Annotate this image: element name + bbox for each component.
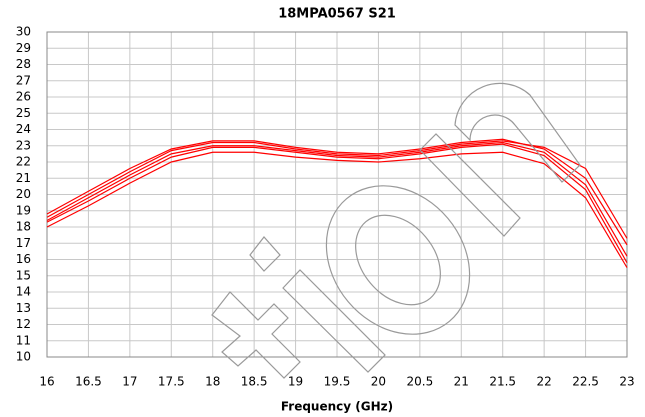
- x-tick-label: 17: [122, 375, 137, 389]
- y-tick-label: 28: [16, 57, 31, 71]
- y-tick-label: 15: [16, 268, 31, 282]
- page: 18MPA0567 S21 Frequency (GHz) 10 11 12 13 14…: [0, 0, 645, 417]
- x-axis-label: Frequency (GHz): [281, 400, 393, 414]
- x-tick-label: 21: [454, 375, 469, 389]
- x-tick-label: 18.5: [241, 375, 268, 389]
- watermark: [212, 83, 580, 378]
- x-tick-label: 20.5: [406, 375, 433, 389]
- watermark-shape: [212, 292, 300, 378]
- y-tick-label: 11: [16, 333, 31, 347]
- y-tick-label: 17: [16, 236, 31, 250]
- x-tick-label: 19: [288, 375, 303, 389]
- x-tick-label: 22.5: [572, 375, 599, 389]
- x-tick-label: 16: [39, 375, 54, 389]
- y-tick-label: 21: [16, 171, 31, 185]
- y-tick-label: 29: [16, 41, 31, 55]
- watermark-shape: [455, 83, 580, 182]
- y-tick-label: 12: [16, 317, 31, 331]
- y-tick-label: 20: [16, 187, 31, 201]
- y-tick-label: 10: [16, 350, 31, 364]
- y-tick-label: 18: [16, 220, 31, 234]
- y-tick-label: 13: [16, 301, 31, 315]
- y-tick-label: 24: [16, 122, 31, 136]
- x-tick-label: 16.5: [75, 375, 102, 389]
- x-tick-label: 18: [205, 375, 220, 389]
- y-tick-label: 26: [16, 90, 31, 104]
- x-tick-label: 17.5: [158, 375, 185, 389]
- x-tick-label: 22: [537, 375, 552, 389]
- y-tick-label: 30: [16, 25, 31, 39]
- x-tick-label: 23: [619, 375, 634, 389]
- chart: 18MPA0567 S21 Frequency (GHz) 10 11 12 13 14…: [0, 0, 645, 417]
- y-tick-label: 19: [16, 203, 31, 217]
- y-tick-label: 27: [16, 73, 31, 87]
- y-tick-label: 16: [16, 252, 31, 266]
- y-tick-label: 25: [16, 106, 31, 120]
- y-tick-label: 22: [16, 155, 31, 169]
- y-tick-label: 14: [16, 285, 31, 299]
- x-tick-label: 19.5: [324, 375, 351, 389]
- plot-area: 10 11 12 13 14 15 16 17 18 19 20 21 22 23 24 25 26 27 28 29…: [16, 25, 635, 389]
- y-tick-label: 23: [16, 138, 31, 152]
- chart-title: 18MPA0567 S21: [278, 7, 396, 22]
- x-tick-label: 21.5: [489, 375, 516, 389]
- x-tick-label: 20: [371, 375, 386, 389]
